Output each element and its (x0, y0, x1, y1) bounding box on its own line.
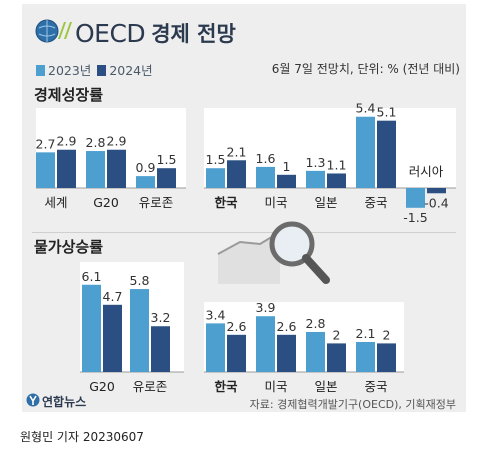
unit-note: 6월 7일 전망치, 단위: % (전년 대비) (271, 62, 460, 76)
data-label-0-0-0: 2.7 (36, 136, 56, 151)
data-label-1-1-1: 1 (283, 159, 291, 174)
bar-1-4-0 (406, 188, 425, 208)
bar-1-2-1 (327, 173, 346, 188)
bar-2-0-1 (103, 304, 122, 372)
legend-item-2023: 2023년 (36, 60, 91, 79)
data-label-1-2-0: 1.3 (306, 155, 326, 170)
data-label-1-4-1: -0.4 (424, 195, 448, 210)
section-title-inflation: 물가상승률 (34, 238, 104, 256)
data-label-2-1-0: 5.8 (130, 273, 150, 288)
section-title-growth: 경제성장률 (34, 86, 104, 104)
bar-0-1-1 (107, 149, 126, 188)
data-label-1-0-0: 1.5 (206, 152, 226, 167)
bar-0-0-0 (36, 152, 55, 188)
data-label-0-0-1: 2.9 (57, 134, 77, 149)
data-label-1-4-0: -1.5 (403, 210, 427, 225)
title-oecd: OECD (75, 18, 146, 48)
data-label-3-3-0: 2.1 (356, 326, 376, 341)
category-label-3-0: 한국 (214, 379, 238, 394)
bar-0-2-0 (136, 176, 155, 188)
source-text: 자료: 경제협력개발기구(OECD), 기획재정부 (249, 398, 456, 411)
data-label-3-3-1: 2 (383, 327, 391, 342)
category-label-1-4: 러시아 (409, 164, 444, 179)
legend: 2023년 2024년 (36, 60, 159, 79)
divider (32, 232, 456, 233)
title-text: 경제 전망 (151, 22, 236, 46)
data-label-3-0-1: 2.6 (227, 319, 247, 334)
bar-1-0-1 (227, 160, 246, 188)
bar-2-1-1 (151, 326, 170, 372)
category-label-3-1: 미국 (264, 379, 287, 394)
bar-1-4-1 (427, 188, 446, 194)
bar-3-0-1 (227, 334, 246, 372)
bar-3-2-1 (327, 343, 346, 372)
category-label-1-3: 중국 (364, 195, 387, 210)
bar-3-1-0 (256, 316, 275, 372)
data-label-2-0-0: 6.1 (82, 269, 102, 284)
category-label-3-2: 일본 (314, 379, 337, 394)
data-label-2-0-1: 4.7 (103, 289, 123, 304)
bar-2-1-0 (130, 289, 149, 372)
data-label-1-3-1: 5.1 (377, 105, 397, 120)
infographic-panel: OECD 경제 전망 2023년 2024년 6월 7일 전망치, 단위: % … (22, 4, 466, 412)
data-label-2-1-1: 3.2 (151, 310, 171, 325)
yonhap-logo: 연합뉴스 (26, 392, 86, 411)
magnifier-illustration (210, 214, 340, 298)
data-label-0-2-0: 0.9 (136, 160, 156, 175)
bar-1-3-1 (377, 120, 396, 188)
bar-0-0-1 (57, 149, 76, 188)
category-label-2-0: G20 (89, 379, 115, 394)
data-label-1-2-1: 1.1 (327, 157, 347, 172)
category-label-1-1: 미국 (264, 195, 287, 210)
bar-2-0-0 (82, 284, 101, 372)
data-label-3-2-1: 2 (333, 327, 341, 342)
bar-1-3-0 (356, 116, 375, 188)
bar-3-1-1 (277, 334, 296, 372)
data-label-1-1-0: 1.6 (256, 151, 276, 166)
credit-text: 원형민 기자 20230607 (20, 430, 144, 444)
bar-1-0-0 (206, 168, 225, 188)
yonhap-logo-icon (26, 392, 40, 411)
data-label-1-0-1: 2.1 (227, 144, 247, 159)
category-label-3-3: 중국 (364, 379, 387, 394)
bar-3-3-1 (377, 343, 396, 372)
category-label-1-0: 한국 (214, 195, 238, 210)
oecd-logo-icon (35, 18, 75, 48)
data-label-3-1-1: 2.6 (277, 319, 297, 334)
bar-3-0-0 (206, 323, 225, 372)
bar-3-3-0 (356, 341, 375, 372)
bar-1-1-1 (277, 174, 296, 188)
legend-item-2024: 2024년 (97, 60, 153, 79)
category-label-2-1: 유로존 (133, 379, 168, 394)
data-label-0-2-1: 1.5 (157, 152, 177, 167)
category-label-0-2: 유로존 (139, 195, 174, 210)
category-label-1-2: 일본 (314, 195, 337, 210)
category-label-0-0: 세계 (44, 195, 67, 210)
data-label-1-3-0: 5.4 (356, 101, 376, 116)
header: OECD 경제 전망 (22, 4, 466, 56)
bar-3-2-0 (306, 331, 325, 372)
bar-0-2-1 (157, 168, 176, 188)
category-label-0-1: G20 (93, 195, 119, 210)
bar-0-1-0 (86, 151, 105, 188)
bar-1-1-0 (256, 166, 275, 188)
data-label-3-1-0: 3.9 (256, 300, 276, 315)
data-label-3-0-0: 3.4 (206, 307, 226, 322)
data-label-3-2-0: 2.8 (306, 316, 326, 331)
page-title: OECD 경제 전망 (35, 18, 236, 48)
bar-1-2-0 (306, 170, 325, 188)
data-label-0-1-1: 2.9 (107, 134, 127, 149)
data-label-0-1-0: 2.8 (86, 135, 106, 150)
